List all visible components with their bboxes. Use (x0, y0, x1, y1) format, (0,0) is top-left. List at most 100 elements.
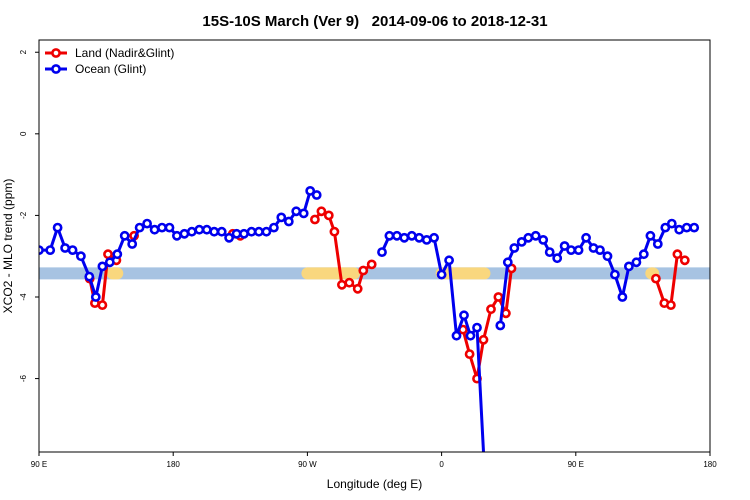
data-point-ocean-glint (581, 232, 591, 243)
data-point-ocean-glint (97, 261, 108, 272)
data-point-ocean-glint (194, 224, 205, 235)
data-point-ocean-glint (127, 239, 138, 249)
data-point-ocean-glint (186, 226, 197, 237)
legend: Land (Nadir&Glint) Ocean (Glint) (45, 46, 174, 76)
data-point-ocean-glint (444, 255, 454, 266)
data-point-ocean-glint (76, 251, 86, 262)
data-point-land-nadir-glint (672, 249, 683, 260)
data-point-ocean-glint (283, 216, 294, 227)
data-point-ocean-glint (645, 230, 656, 241)
data-point-ocean-glint (406, 230, 417, 241)
data-point-ocean-glint (544, 247, 555, 257)
y-tick-label: 2 (19, 49, 28, 54)
data-point-land-nadir-glint (486, 304, 496, 315)
data-point-ocean-glint (171, 230, 182, 241)
legend-marker-land-nadir-glint (51, 48, 61, 58)
data-point-ocean-glint (451, 330, 462, 341)
data-point-ocean-glint (216, 226, 227, 237)
data-point-ocean-glint (45, 245, 56, 255)
data-point-ocean-glint (660, 222, 671, 233)
data-point-land-nadir-glint (323, 210, 334, 221)
data-point-ocean-glint (459, 310, 469, 321)
data-point-ocean-glint (624, 261, 634, 272)
data-point-ocean-glint (681, 222, 692, 233)
plot-frame (38, 39, 711, 453)
data-point-ocean-glint (602, 251, 613, 262)
data-point-ocean-glint (142, 218, 152, 229)
data-point-ocean-glint (157, 222, 167, 233)
data-point-ocean-glint (610, 269, 620, 280)
data-point-ocean-glint (530, 230, 541, 241)
data-point-land-nadir-glint (316, 206, 327, 217)
data-point-ocean-glint (134, 222, 145, 233)
data-point-ocean-glint (276, 212, 287, 223)
data-point-ocean-glint (305, 185, 316, 196)
data-point-ocean-glint (261, 226, 272, 237)
x-tick-label: 90 E (31, 460, 47, 469)
data-point-ocean-glint (209, 226, 220, 237)
data-point-ocean-glint (239, 228, 249, 239)
data-point-ocean-glint (436, 269, 447, 280)
y-tick-label: -4 (19, 293, 28, 301)
data-point-land-nadir-glint (366, 259, 377, 270)
data-point-ocean-glint (291, 206, 302, 217)
y-tick-label: -2 (19, 211, 28, 219)
legend-marker-ocean-glint (51, 64, 61, 74)
data-point-ocean-glint (399, 232, 410, 243)
data-point-ocean-glint (595, 245, 605, 255)
data-point-land-nadir-glint (679, 255, 690, 266)
data-point-ocean-glint (67, 245, 78, 255)
data-point-ocean-glint (472, 322, 482, 333)
data-point-land-nadir-glint (344, 277, 355, 288)
data-point-ocean-glint (638, 249, 649, 260)
x-tick-label: 180 (167, 460, 181, 469)
series-layer (39, 185, 700, 452)
data-point-ocean-glint (52, 222, 63, 233)
data-point-ocean-glint (224, 232, 234, 243)
data-point-ocean-glint (631, 257, 642, 268)
data-point-ocean-glint (509, 243, 520, 253)
data-point-land-nadir-glint (309, 214, 320, 225)
y-tick-label: 0 (19, 131, 28, 136)
data-point-ocean-glint (538, 234, 549, 245)
data-point-ocean-glint (465, 330, 476, 341)
x-tick-label: 180 (703, 460, 717, 469)
data-point-ocean-glint (566, 245, 576, 255)
data-point-ocean-glint (516, 236, 527, 247)
data-point-ocean-glint (119, 230, 130, 241)
data-point-land-nadir-glint (478, 334, 489, 345)
data-point-ocean-glint (201, 224, 212, 235)
y-axis-label: XCO2 - MLO trend (ppm) (1, 179, 15, 314)
data-point-land-nadir-glint (666, 300, 676, 310)
data-point-ocean-glint (523, 232, 534, 243)
data-point-land-nadir-glint (352, 283, 363, 294)
data-point-ocean-glint (104, 257, 115, 268)
y-axis: 2 0 -2 -4 -6 (19, 49, 39, 382)
data-point-ocean-glint (617, 292, 628, 302)
legend-label-land-nadir-glint: Land (Nadir&Glint) (75, 46, 174, 60)
data-point-ocean-glint (253, 226, 264, 237)
data-point-ocean-glint (429, 232, 439, 243)
data-point-ocean-glint (164, 222, 175, 233)
data-point-ocean-glint (689, 222, 700, 233)
data-point-land-nadir-glint (329, 226, 340, 237)
data-point-ocean-glint (60, 243, 70, 253)
data-point-land-nadir-glint (97, 300, 108, 310)
series-ocean-glint (39, 185, 700, 452)
data-point-ocean-glint (414, 232, 425, 243)
data-point-ocean-glint (573, 245, 584, 255)
x-tick-label: 0 (439, 460, 444, 469)
data-point-ocean-glint (502, 257, 513, 268)
data-point-land-nadir-glint (358, 265, 369, 276)
data-point-ocean-glint (90, 292, 101, 302)
data-point-ocean-glint (674, 224, 685, 235)
chart-title: 15S-10S March (Ver 9) 2014-09-06 to 2018… (202, 13, 547, 30)
data-point-ocean-glint (652, 239, 663, 249)
data-point-ocean-glint (552, 253, 563, 264)
data-point-ocean-glint (112, 249, 123, 260)
data-point-ocean-glint (84, 271, 95, 282)
data-point-ocean-glint (384, 230, 395, 241)
data-point-land-nadir-glint (464, 349, 475, 359)
